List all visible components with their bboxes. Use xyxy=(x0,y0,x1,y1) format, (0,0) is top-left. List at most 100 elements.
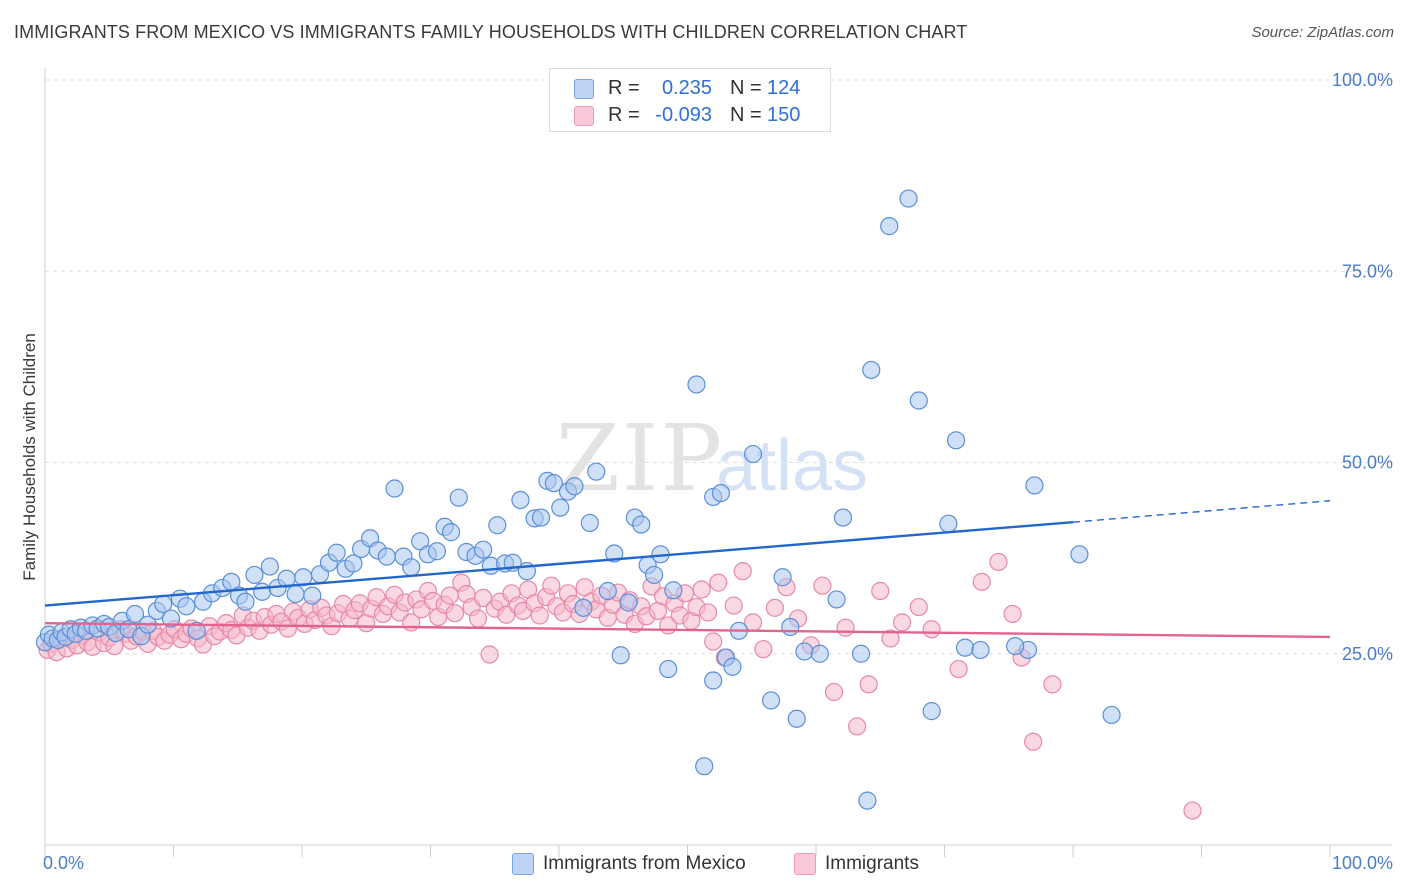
mexico-point[interactable] xyxy=(402,558,421,577)
immigrants-point[interactable] xyxy=(724,596,743,615)
mexico-point[interactable] xyxy=(245,565,264,585)
mexico-point[interactable] xyxy=(946,431,966,450)
immigrants-point[interactable] xyxy=(704,632,723,651)
mexico-point[interactable] xyxy=(187,621,206,640)
mexico-point[interactable] xyxy=(851,644,871,663)
immigrants-point[interactable] xyxy=(468,609,488,628)
mexico-point[interactable] xyxy=(632,515,651,534)
mexico-point[interactable] xyxy=(286,584,305,604)
mexico-point[interactable] xyxy=(344,554,363,573)
mexico-point[interactable] xyxy=(327,543,346,562)
mexico-point[interactable] xyxy=(449,488,468,507)
mexico-point[interactable] xyxy=(704,671,723,690)
mexico-point[interactable] xyxy=(795,642,814,661)
mexico-point[interactable] xyxy=(441,523,461,542)
immigrants-point[interactable] xyxy=(909,597,928,617)
immigrants-point[interactable] xyxy=(542,576,561,595)
mexico-point[interactable] xyxy=(827,590,846,609)
mexico-point[interactable] xyxy=(1070,545,1089,564)
immigrants-point[interactable] xyxy=(709,573,728,592)
mexico-point[interactable] xyxy=(664,581,683,600)
mexico-point[interactable] xyxy=(605,544,624,563)
mexico-point[interactable] xyxy=(427,542,447,561)
mexico-point[interactable] xyxy=(611,646,630,665)
mexico-point[interactable] xyxy=(544,474,563,493)
mexico-point[interactable] xyxy=(761,691,781,710)
mexico-point[interactable] xyxy=(858,791,877,810)
mexico-point[interactable] xyxy=(598,581,617,601)
mexico-point[interactable] xyxy=(939,514,958,533)
mexico-point[interactable] xyxy=(687,375,706,394)
legend-r-value: -0.093 xyxy=(655,104,712,126)
mexico-point[interactable] xyxy=(587,462,606,481)
mexico-point[interactable] xyxy=(236,592,255,611)
immigrants-point[interactable] xyxy=(698,603,718,622)
legend-label-immigrants: Immigrants xyxy=(825,853,919,874)
mexico-point[interactable] xyxy=(474,540,493,559)
immigrants-point[interactable] xyxy=(530,606,549,625)
mexico-point[interactable] xyxy=(955,638,975,657)
mexico-point[interactable] xyxy=(377,547,396,566)
immigrants-point[interactable] xyxy=(824,682,844,702)
mexico-point[interactable] xyxy=(1025,476,1044,495)
mexico-point[interactable] xyxy=(810,644,829,663)
mexico-point[interactable] xyxy=(971,640,990,660)
mexico-point[interactable] xyxy=(711,484,731,503)
immigrants-point[interactable] xyxy=(813,576,832,595)
mexico-point[interactable] xyxy=(644,565,664,585)
mexico-point[interactable] xyxy=(695,757,714,776)
mexico-point[interactable] xyxy=(161,609,181,628)
immigrants-point[interactable] xyxy=(765,598,784,617)
mexico-point[interactable] xyxy=(659,659,678,679)
immigrants-point[interactable] xyxy=(754,640,773,659)
mexico-point[interactable] xyxy=(833,508,853,527)
source-credit[interactable]: Source: ZipAtlas.com xyxy=(1251,24,1394,41)
immigrants-point[interactable] xyxy=(871,581,890,601)
mexico-point[interactable] xyxy=(1102,705,1121,725)
mexico-point[interactable] xyxy=(781,617,800,637)
mexico-point[interactable] xyxy=(531,508,551,527)
mexico-point[interactable] xyxy=(922,702,941,721)
immigrants-point[interactable] xyxy=(692,580,711,599)
mexico-point[interactable] xyxy=(723,657,742,676)
mexico-point[interactable] xyxy=(899,189,918,208)
mexico-point[interactable] xyxy=(125,604,145,624)
mexico-point[interactable] xyxy=(574,598,593,617)
immigrants-point[interactable] xyxy=(881,629,900,648)
mexico-point[interactable] xyxy=(743,444,763,464)
mexico-point[interactable] xyxy=(565,477,584,496)
immigrants-point[interactable] xyxy=(1003,604,1022,624)
mexico-point[interactable] xyxy=(787,709,806,728)
mexico-point[interactable] xyxy=(1006,636,1025,656)
mexico-point[interactable] xyxy=(177,597,196,616)
immigrants-point[interactable] xyxy=(892,613,912,632)
legend-r-value: 0.235 xyxy=(661,77,712,99)
immigrants-point[interactable] xyxy=(733,562,752,581)
mexico-point[interactable] xyxy=(488,516,507,535)
mexico-point[interactable] xyxy=(385,479,404,498)
mexico-point[interactable] xyxy=(253,582,272,601)
mexico-point[interactable] xyxy=(511,490,530,510)
immigrants-point[interactable] xyxy=(922,620,941,639)
mexico-point[interactable] xyxy=(260,557,279,576)
immigrants-point[interactable] xyxy=(836,618,855,637)
immigrants-point[interactable] xyxy=(972,572,991,591)
immigrants-point[interactable] xyxy=(1043,675,1062,694)
mexico-point[interactable] xyxy=(619,593,638,612)
mexico-point[interactable] xyxy=(880,217,899,236)
immigrants-point[interactable] xyxy=(848,717,867,736)
immigrants-point[interactable] xyxy=(480,645,499,664)
mexico-point[interactable] xyxy=(551,498,570,517)
immigrants-point[interactable] xyxy=(1024,732,1043,751)
immigrants-point[interactable] xyxy=(859,675,878,694)
mexico-point[interactable] xyxy=(303,586,322,605)
mexico-point[interactable] xyxy=(862,360,881,380)
immigrants-point[interactable] xyxy=(949,659,968,679)
immigrants-point[interactable] xyxy=(989,552,1008,572)
immigrants-point[interactable] xyxy=(445,604,465,623)
mexico-point[interactable] xyxy=(909,391,928,410)
mexico-point[interactable] xyxy=(773,568,792,587)
mexico-point[interactable] xyxy=(580,513,599,533)
immigrants-point[interactable] xyxy=(1183,801,1202,820)
